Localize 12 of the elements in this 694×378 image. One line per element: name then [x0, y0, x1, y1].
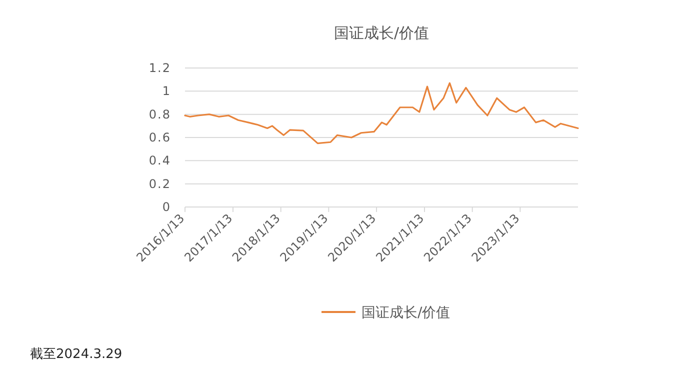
y-tick-label: 0 [162, 200, 171, 214]
y-tick-label: 0.4 [148, 154, 171, 168]
text: 截至2024.3.29 [30, 347, 122, 362]
legend: 国证成长/价值 [322, 305, 450, 321]
y-tick-label: 1 [162, 84, 171, 98]
line-series [184, 82, 579, 144]
legend-label: 国证成长/价值 [362, 305, 450, 321]
y-tick-label: 0.8 [148, 107, 171, 122]
chart-title: 国证成长/价值 [334, 24, 430, 42]
y-tick-label: 0.2 [148, 176, 171, 191]
y-tick-label: 1.2 [148, 61, 171, 75]
y-tick-label: 0.6 [148, 130, 171, 144]
